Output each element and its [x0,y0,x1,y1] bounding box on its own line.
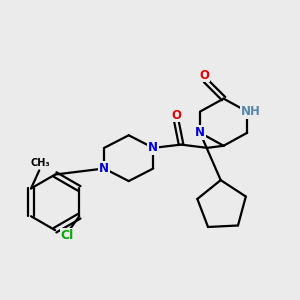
Text: N: N [195,126,205,139]
Text: O: O [171,109,181,122]
Text: NH: NH [241,105,261,118]
Text: Cl: Cl [61,229,74,242]
Text: O: O [199,69,209,82]
Text: N: N [99,162,109,175]
Text: N: N [148,141,158,154]
Text: CH₃: CH₃ [30,158,50,168]
